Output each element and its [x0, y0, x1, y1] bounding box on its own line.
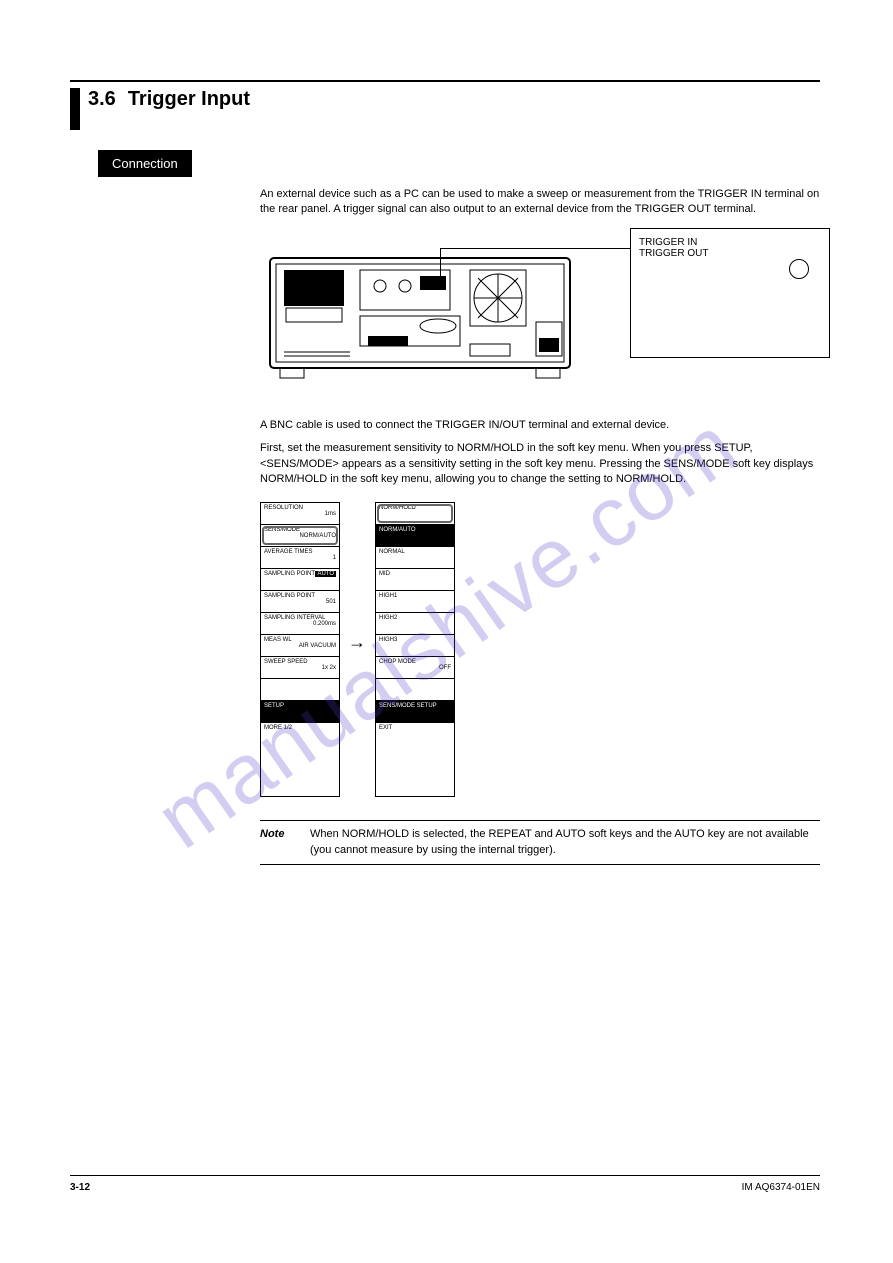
chapter-title: Trigger Input — [128, 88, 250, 111]
device-rear-drawing — [260, 248, 590, 388]
menu-item: RESOLUTION1ms — [261, 503, 339, 525]
menu-item: MORE 1/2 — [261, 723, 339, 745]
menu-item: CHOP MODEOFF — [376, 657, 454, 679]
footer-page: 3-12 — [70, 1182, 90, 1193]
menu-item: HIGH3 — [376, 635, 454, 657]
menu-item: SAMPLING POINTAUTO — [261, 569, 339, 591]
callout-circle-icon — [789, 259, 809, 279]
paragraph-bnc: A BNC cable is used to connect the TRIGG… — [260, 418, 820, 433]
rear-panel-figure: TRIGGER IN TRIGGER OUT — [260, 228, 820, 398]
chapter-number: 3.6 — [88, 88, 116, 111]
connection-text: An external device such as a PC can be u… — [260, 187, 820, 218]
paragraph-sens: First, set the measurement sensitivity t… — [260, 441, 820, 487]
callout-line2: TRIGGER OUT — [639, 248, 821, 259]
menu-item: SAMPLING INTERVAL0.200ms — [261, 613, 339, 635]
menu-item: AVERAGE TIMES1 — [261, 547, 339, 569]
footer-manual: IM AQ6374-01EN — [742, 1182, 820, 1193]
menu-item — [376, 679, 454, 701]
callout-line1: TRIGGER IN — [639, 237, 821, 248]
menu-item: EXIT — [376, 723, 454, 745]
softkey-menu-figure: RESOLUTION1msSENS/MODENORM/AUTOAVERAGE T… — [260, 502, 820, 812]
menu-item: MEAS WLAIR VACUUM — [261, 635, 339, 657]
page-footer: 3-12 IM AQ6374-01EN — [70, 1175, 820, 1193]
menu-item: SENS/MODENORM/AUTO — [261, 525, 339, 547]
callout-box: TRIGGER IN TRIGGER OUT — [630, 228, 830, 358]
menu-item: SETUP — [261, 701, 339, 723]
menu-item: SAMPLING POINT501 — [261, 591, 339, 613]
arrow-right-icon: → — [348, 632, 366, 653]
menu-item: MID — [376, 569, 454, 591]
menu-item: HIGH1 — [376, 591, 454, 613]
note-text: When NORM/HOLD is selected, the REPEAT a… — [310, 827, 820, 858]
note-label: Note — [260, 827, 310, 858]
menu-item — [261, 679, 339, 701]
menu-item: NORMAL — [376, 547, 454, 569]
menu-item: NORM/AUTO — [376, 525, 454, 547]
menu-item: SWEEP SPEED1x 2x — [261, 657, 339, 679]
connection-heading: Connection — [98, 150, 192, 177]
menu-item: NORM/HOLD — [376, 503, 454, 525]
menu-item: HIGH2 — [376, 613, 454, 635]
menu-item: SENS/MODE SETUP — [376, 701, 454, 723]
